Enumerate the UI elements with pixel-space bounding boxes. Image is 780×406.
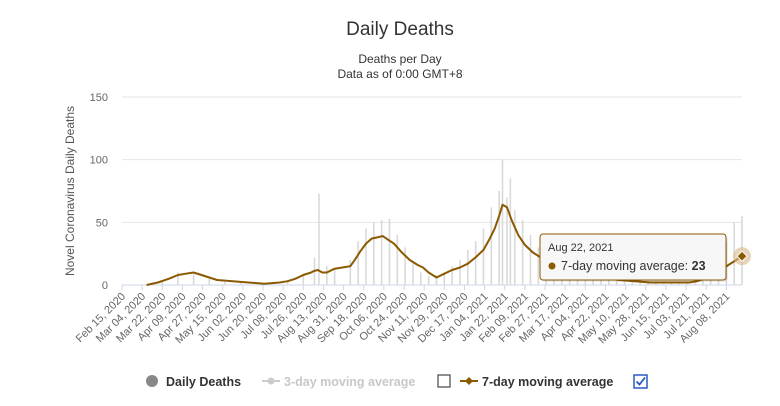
daily-deaths-bar bbox=[623, 281, 626, 285]
ma3-checkbox[interactable] bbox=[437, 374, 451, 388]
daily-deaths-bar bbox=[412, 262, 414, 285]
daily-deaths-bar bbox=[514, 209, 516, 285]
daily-deaths-bar bbox=[427, 276, 430, 285]
daily-deaths-bar bbox=[506, 197, 508, 285]
daily-deaths-bar bbox=[490, 207, 493, 285]
daily-deaths-bar bbox=[333, 268, 336, 285]
daily-deaths-bar bbox=[521, 219, 524, 285]
daily-deaths-bar bbox=[459, 259, 461, 285]
daily-deaths-bar bbox=[420, 272, 422, 285]
check-icon bbox=[635, 376, 646, 386]
tooltip-box bbox=[539, 233, 727, 281]
daily-deaths-bar bbox=[192, 273, 195, 285]
daily-deaths-bar bbox=[388, 218, 391, 285]
daily-deaths-bar bbox=[435, 274, 438, 285]
daily-deaths-bar bbox=[686, 282, 688, 285]
daily-deaths-bar bbox=[678, 282, 681, 285]
ma7-checkbox-box bbox=[633, 374, 648, 389]
daily-deaths-bar bbox=[501, 159, 504, 285]
daily-deaths-bar bbox=[286, 281, 289, 285]
daily-deaths-bar bbox=[404, 247, 406, 285]
y-tick-label: 50 bbox=[96, 217, 108, 229]
y-axis-label: Novel Coronavirus Daily Deaths bbox=[63, 106, 77, 276]
daily-deaths-bar bbox=[208, 278, 211, 285]
daily-deaths-bar bbox=[302, 274, 305, 285]
tooltip-value: 7-day moving average: 23 bbox=[561, 259, 706, 273]
legend-ma3-label: 3-day moving average bbox=[284, 375, 415, 389]
legend-item-daily-deaths[interactable]: Daily Deaths bbox=[146, 375, 241, 389]
daily-deaths-bar bbox=[662, 282, 665, 285]
y-tick-label: 150 bbox=[90, 92, 108, 104]
daily-deaths-bar bbox=[639, 281, 641, 285]
legend-daily-label: Daily Deaths bbox=[166, 375, 241, 389]
legend-ma7-label: 7-day moving average bbox=[482, 375, 613, 389]
daily-deaths-bar bbox=[592, 277, 594, 285]
daily-deaths-bar bbox=[373, 222, 375, 285]
daily-deaths-bar bbox=[631, 281, 634, 285]
ma7-checkbox[interactable] bbox=[633, 374, 648, 389]
legend: Daily Deaths 3-day moving average 7-day … bbox=[146, 374, 648, 389]
daily-deaths-bar bbox=[326, 266, 328, 285]
ma7-point[interactable] bbox=[736, 250, 748, 262]
daily-deaths-bar bbox=[670, 282, 673, 285]
legend-item-ma3[interactable]: 3-day moving average bbox=[262, 375, 415, 389]
y-axis-ticks: 0 50 100 150 bbox=[90, 92, 108, 292]
daily-deaths-bar bbox=[482, 228, 485, 285]
daily-deaths-bar bbox=[537, 247, 540, 285]
daily-deaths-bar bbox=[224, 281, 226, 285]
daily-deaths-bar bbox=[474, 241, 477, 285]
daily-deaths-bar bbox=[694, 281, 696, 285]
daily-deaths-bar bbox=[380, 219, 383, 285]
y-tick-label: 100 bbox=[90, 155, 108, 167]
daily-deaths-bar bbox=[443, 272, 446, 285]
tooltip-series-value: 23 bbox=[692, 259, 706, 273]
daily-deaths-bar bbox=[509, 178, 512, 285]
legend-ma7-marker bbox=[465, 377, 473, 385]
legend-item-ma7[interactable]: 7-day moving average bbox=[460, 375, 613, 389]
daily-deaths-bar bbox=[467, 249, 469, 285]
daily-deaths-bar bbox=[396, 234, 399, 285]
daily-deaths-bar bbox=[365, 228, 367, 285]
daily-deaths-bar bbox=[529, 234, 532, 285]
tooltip-marker bbox=[548, 262, 556, 270]
chart-subtitle-1: Deaths per Day bbox=[358, 52, 441, 66]
tooltip-date: Aug 22, 2021 bbox=[548, 242, 613, 254]
daily-deaths-bar bbox=[318, 193, 320, 285]
daily-deaths-bar bbox=[357, 241, 359, 285]
daily-deaths-bar bbox=[655, 282, 657, 285]
daily-deaths-bar bbox=[349, 259, 352, 285]
tooltip: Aug 22, 2021 7-day moving average: 23 bbox=[539, 233, 728, 282]
daily-deaths-bar bbox=[498, 191, 500, 285]
legend-daily-marker bbox=[146, 375, 158, 387]
tooltip-series-label: 7-day moving average: bbox=[561, 259, 692, 273]
daily-deaths-bar bbox=[239, 282, 242, 285]
legend-ma3-marker bbox=[267, 377, 275, 385]
daily-deaths-bar bbox=[615, 279, 618, 285]
daily-deaths-bar bbox=[177, 272, 179, 285]
y-tick-label: 0 bbox=[102, 280, 108, 292]
daily-deaths-bar bbox=[702, 278, 704, 285]
daily-deaths-bar bbox=[161, 281, 164, 285]
chart-title: Daily Deaths bbox=[346, 19, 454, 40]
daily-deaths-bar bbox=[608, 279, 610, 285]
grid-lines bbox=[122, 96, 742, 286]
chart-subtitle-2: Data as of 0:00 GMT+8 bbox=[337, 67, 462, 81]
daily-deaths-bar bbox=[255, 283, 258, 285]
daily-deaths-bar bbox=[451, 266, 453, 285]
daily-deaths-bar bbox=[600, 278, 602, 285]
